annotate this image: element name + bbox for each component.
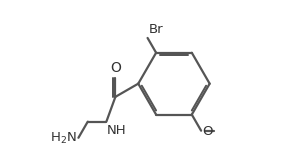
Text: Br: Br [148,23,163,36]
Text: H$_2$N: H$_2$N [50,131,76,146]
Text: NH: NH [107,125,127,137]
Text: O: O [110,61,121,75]
Text: O: O [202,125,212,138]
